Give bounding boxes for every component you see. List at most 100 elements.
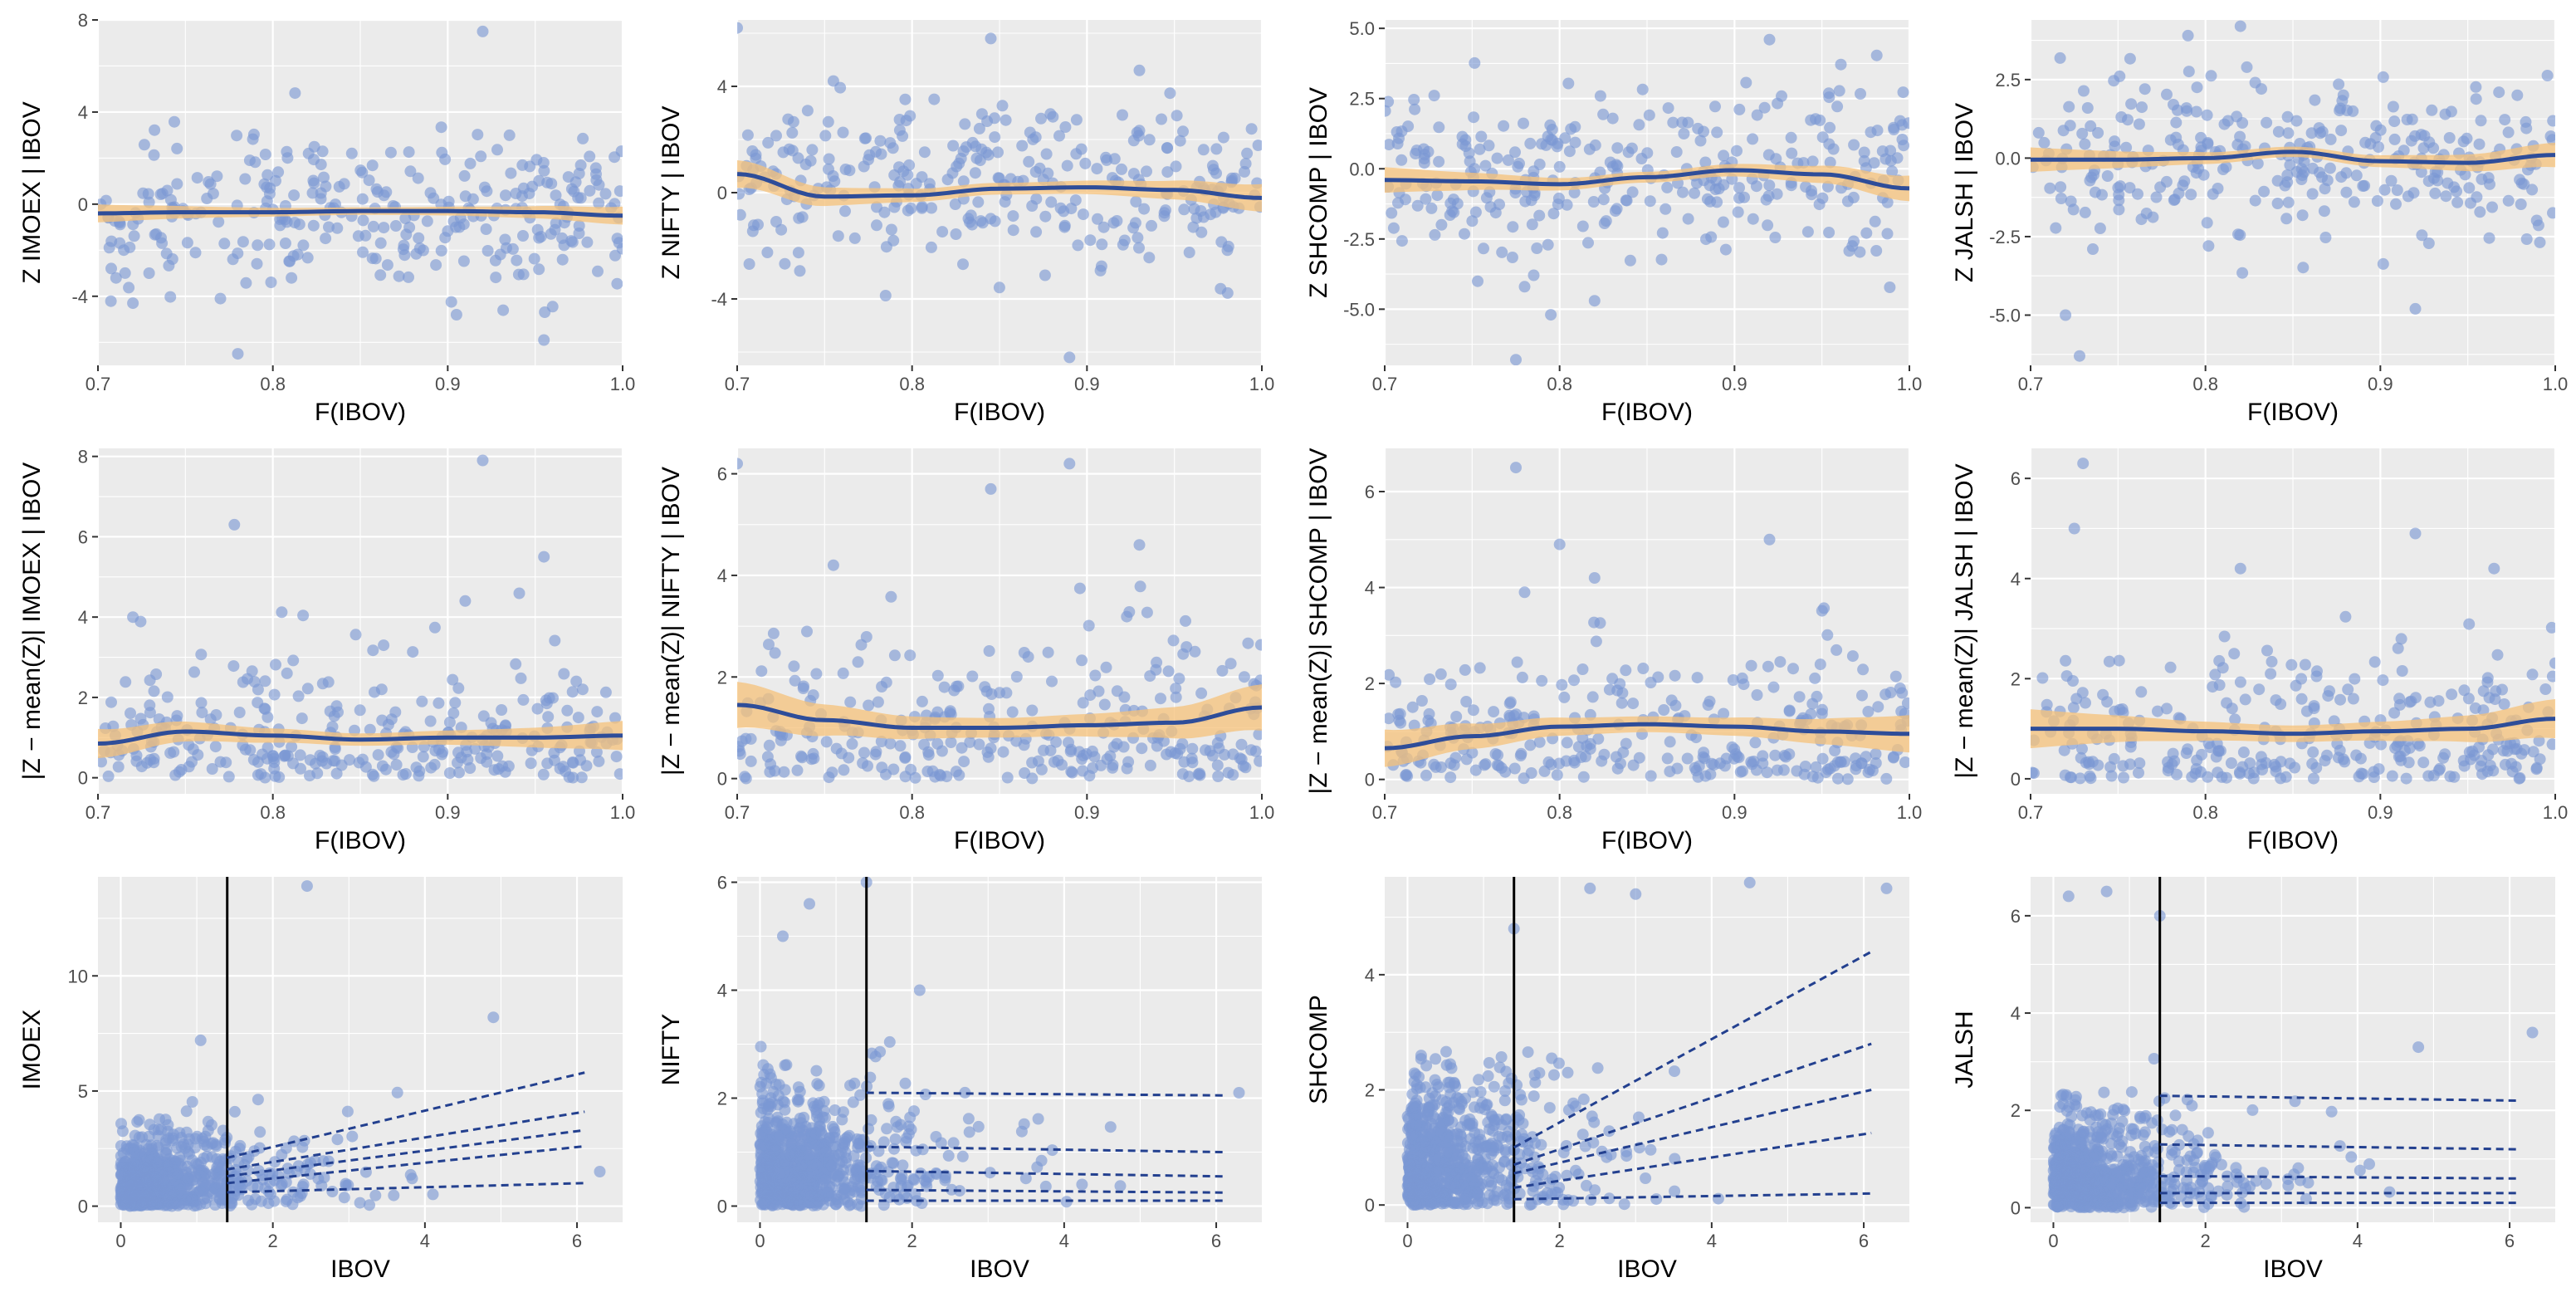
scatter-point xyxy=(1459,664,1471,676)
scatter-point xyxy=(1816,704,1828,716)
scatter-point xyxy=(2307,163,2319,174)
scatter-point xyxy=(293,690,305,702)
scatter-point xyxy=(2074,350,2085,362)
scatter-point xyxy=(1752,689,1763,701)
scatter-point xyxy=(2391,740,2402,751)
scatter-point xyxy=(2283,197,2295,208)
scatter-point xyxy=(1585,1194,1596,1206)
scatter-point xyxy=(149,149,160,161)
scatter-point xyxy=(843,164,855,176)
scatter-point xyxy=(127,297,139,309)
scatter-point xyxy=(1100,152,1112,164)
scatter-point xyxy=(1800,181,1811,193)
x-tick-label: 2 xyxy=(268,1231,278,1251)
scatter-point xyxy=(774,1153,785,1164)
scatter-point xyxy=(196,707,208,718)
scatter-point xyxy=(1135,580,1146,592)
y-tick-label: 4 xyxy=(717,76,727,97)
scatter-point xyxy=(567,686,579,697)
scatter-point xyxy=(189,1171,201,1182)
scatter-point xyxy=(780,1060,791,1071)
scatter-point xyxy=(2285,659,2297,671)
scatter-point xyxy=(1802,226,1814,237)
scatter-point xyxy=(2498,745,2510,756)
scatter-point xyxy=(1890,671,1902,683)
scatter-point xyxy=(805,155,817,167)
scatter-point xyxy=(444,767,456,779)
scatter-point xyxy=(1842,773,1854,785)
scatter-point xyxy=(161,1182,173,1193)
scatter-point xyxy=(173,1200,184,1211)
scatter-point xyxy=(449,697,461,708)
scatter-point xyxy=(1016,140,1028,152)
scatter-point xyxy=(2308,773,2319,785)
scatter-point xyxy=(1545,134,1557,145)
scatter-point xyxy=(1536,675,1547,687)
scatter-point xyxy=(1548,1069,1560,1081)
scatter-point xyxy=(785,1177,797,1188)
scatter-point xyxy=(1052,755,1063,766)
scatter-point xyxy=(833,230,844,242)
scatter-point xyxy=(908,1105,920,1117)
scatter-point xyxy=(777,1118,789,1130)
scatter-point xyxy=(2319,205,2330,217)
scatter-point xyxy=(1159,207,1171,218)
y-tick-label: 2 xyxy=(78,688,88,708)
scatter-point xyxy=(1046,676,1058,688)
scatter-point xyxy=(1510,354,1522,365)
scatter-point xyxy=(1548,208,1560,219)
scatter-point xyxy=(2417,756,2429,768)
scatter-point xyxy=(538,335,550,346)
y-tick-label: 6 xyxy=(717,464,727,485)
scatter-point xyxy=(2055,181,2066,193)
scatter-point xyxy=(127,1162,139,1174)
scatter-point xyxy=(405,1169,417,1181)
x-tick-label: 0.8 xyxy=(2192,374,2218,394)
scatter-point xyxy=(2241,61,2253,73)
scatter-point xyxy=(2147,212,2158,223)
scatter-point xyxy=(1038,745,1049,756)
scatter-point xyxy=(2388,707,2400,719)
scatter-point xyxy=(2290,680,2302,692)
scatter-point xyxy=(2407,114,2418,125)
scatter-point xyxy=(1663,102,1674,114)
scatter-point xyxy=(237,677,249,688)
scatter-point xyxy=(188,666,200,678)
scatter-point xyxy=(2490,685,2501,697)
scatter-point xyxy=(1424,708,1435,720)
scatter-point xyxy=(1658,704,1669,716)
scatter-point xyxy=(2388,115,2400,127)
scatter-point xyxy=(756,1128,768,1140)
scatter-point xyxy=(1870,216,1881,228)
scatter-point xyxy=(2297,262,2309,273)
scatter-point xyxy=(936,226,948,237)
scatter-point xyxy=(1089,670,1101,682)
scatter-point xyxy=(1692,672,1703,683)
scatter-point xyxy=(201,193,213,204)
scatter-point xyxy=(1087,746,1098,757)
scatter-point xyxy=(1634,752,1645,764)
scatter-point xyxy=(2510,761,2522,773)
scatter-point xyxy=(1585,743,1596,755)
scatter-point xyxy=(2213,655,2225,667)
scatter-point xyxy=(824,154,835,165)
scatter-point xyxy=(1732,751,1743,762)
scatter-point xyxy=(1062,160,1073,172)
scatter-point xyxy=(452,757,463,769)
scatter-point xyxy=(756,1154,768,1166)
scatter-point xyxy=(1070,194,1082,206)
scatter-point xyxy=(1842,195,1854,207)
scatter-point xyxy=(1073,746,1085,757)
scatter-point xyxy=(2079,139,2090,150)
scatter-point xyxy=(1573,741,1585,752)
scatter-point xyxy=(2289,762,2300,774)
scatter-point xyxy=(611,278,623,290)
scatter-point xyxy=(894,114,906,125)
y-tick-label: -2.5 xyxy=(1343,229,1375,250)
scatter-point xyxy=(577,133,589,144)
scatter-point xyxy=(192,172,203,184)
scatter-point xyxy=(2437,752,2449,764)
scatter-point xyxy=(819,1096,830,1108)
x-tick-label: 4 xyxy=(1059,1231,1069,1251)
